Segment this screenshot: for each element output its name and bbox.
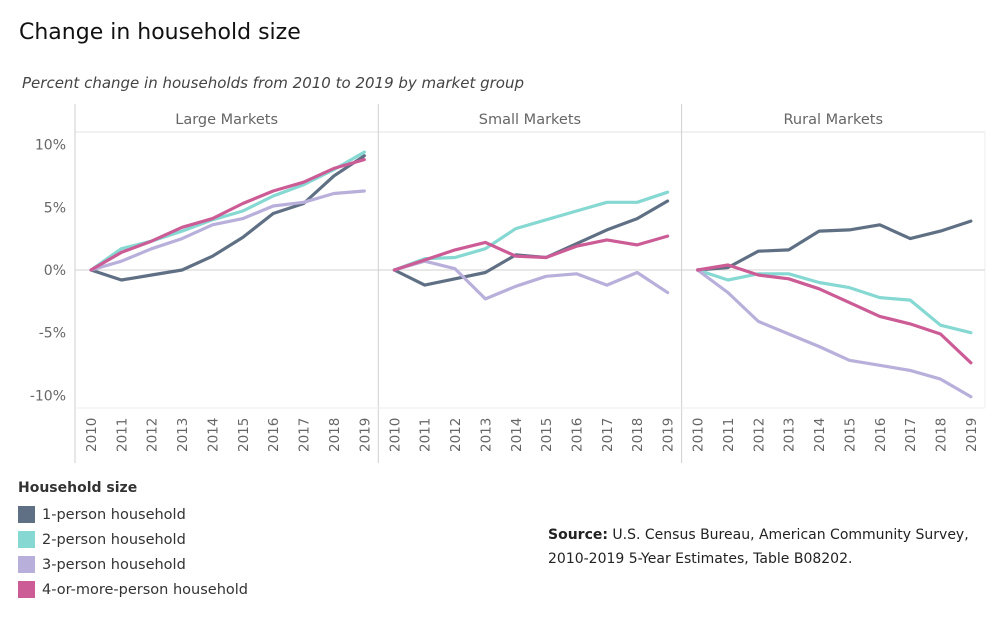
series-line-2-person[interactable] [695,268,973,335]
legend-swatch [18,531,35,548]
y-tick-label: 0% [44,263,66,279]
x-tick-label: 2018 [327,418,343,452]
line-chart: 10% 5% 0% -5% -10% Large Markets 2010 2011 2012 2… [30,104,986,463]
chart-subtitle: Percent change in households from 2010 t… [22,74,524,92]
x-tick-label: 2011 [418,418,434,452]
x-tick-label: 2019 [964,418,980,452]
series-line-4-or-more-person[interactable] [695,263,973,365]
x-tick-label: 2010 [84,418,100,452]
x-tick-label: 2010 [691,418,707,452]
y-tick-label: -5% [39,326,66,342]
panel-large-markets: Large Markets 2010 2011 2012 2013 2014 2015 201… [74,104,379,463]
x-tick-label: 2019 [357,418,373,452]
legend: Household size 1-person household 2-pers… [18,480,248,602]
legend-item-3-person[interactable]: 3-person household [18,552,248,577]
legend-label: 1-person household [42,506,186,523]
x-tick-label: 2016 [873,418,889,452]
x-tick-label: 2016 [570,418,586,452]
x-tick-label: 2013 [782,418,798,452]
legend-label: 3-person household [42,556,186,573]
panel-title: Small Markets [479,112,581,128]
x-tick-label: 2017 [600,418,616,452]
panel-rural-markets: Rural Markets 2010 2011 2012 2013 2014 2015 201… [681,104,986,463]
series-line-4-or-more-person[interactable] [392,234,670,272]
series-line-1-person[interactable] [695,219,973,272]
x-tick-label: 2015 [842,418,858,452]
x-tick-label: 2012 [448,418,464,452]
x-tick-label: 2010 [387,418,403,452]
source-label: Source: [548,527,608,543]
source-note: Source: U.S. Census Bureau, American Com… [548,523,969,571]
legend-swatch [18,556,35,573]
legend-title: Household size [18,480,138,496]
series-line-3-person[interactable] [695,268,973,399]
legend-label: 2-person household [42,531,186,548]
legend-swatch [18,581,35,598]
legend-swatch [18,506,35,523]
x-tick-label: 2011 [114,418,130,452]
legend-item-4-plus-person[interactable]: 4-or-more-person household [18,577,248,602]
series-line-3-person[interactable] [89,189,366,272]
y-tick-label: -10% [30,388,66,404]
series-line-2-person[interactable] [392,190,670,272]
x-tick-label: 2017 [903,418,919,452]
x-tick-label: 2014 [812,418,828,452]
x-tick-label: 2015 [539,418,555,452]
x-tick-label: 2013 [478,418,494,452]
panel-title: Large Markets [175,112,278,128]
legend-label: 4-or-more-person household [42,581,248,598]
x-tick-label: 2015 [236,418,252,452]
x-tick-label: 2018 [934,418,950,452]
x-tick-label: 2019 [661,418,677,452]
legend-item-2-person[interactable]: 2-person household [18,527,248,552]
chart-title: Change in household size [19,20,301,45]
x-tick-label: 2014 [205,418,221,452]
x-tick-label: 2011 [721,418,737,452]
x-tick-label: 2014 [509,418,525,452]
x-tick-label: 2012 [145,418,161,452]
x-tick-label: 2016 [266,418,282,452]
legend-item-1-person[interactable]: 1-person household [18,502,248,527]
x-tick-label: 2013 [175,418,191,452]
x-tick-label: 2018 [630,418,646,452]
series-line-2-person[interactable] [89,150,366,272]
series-line-4-or-more-person[interactable] [89,158,366,272]
panel-title: Rural Markets [784,112,884,128]
x-tick-label: 2017 [297,418,313,452]
y-tick-label: 10% [35,138,66,154]
source-line-1: U.S. Census Bureau, American Community S… [612,527,969,543]
series-line-1-person[interactable] [89,154,366,282]
x-tick-label: 2012 [751,418,767,452]
source-line-2: 2010-2019 5-Year Estimates, Table B08202… [548,551,853,567]
y-tick-label: 5% [44,200,66,216]
series-line-3-person[interactable] [392,259,670,301]
panel-small-markets: Small Markets 2010 2011 2012 2013 2014 2015 201… [377,104,682,463]
